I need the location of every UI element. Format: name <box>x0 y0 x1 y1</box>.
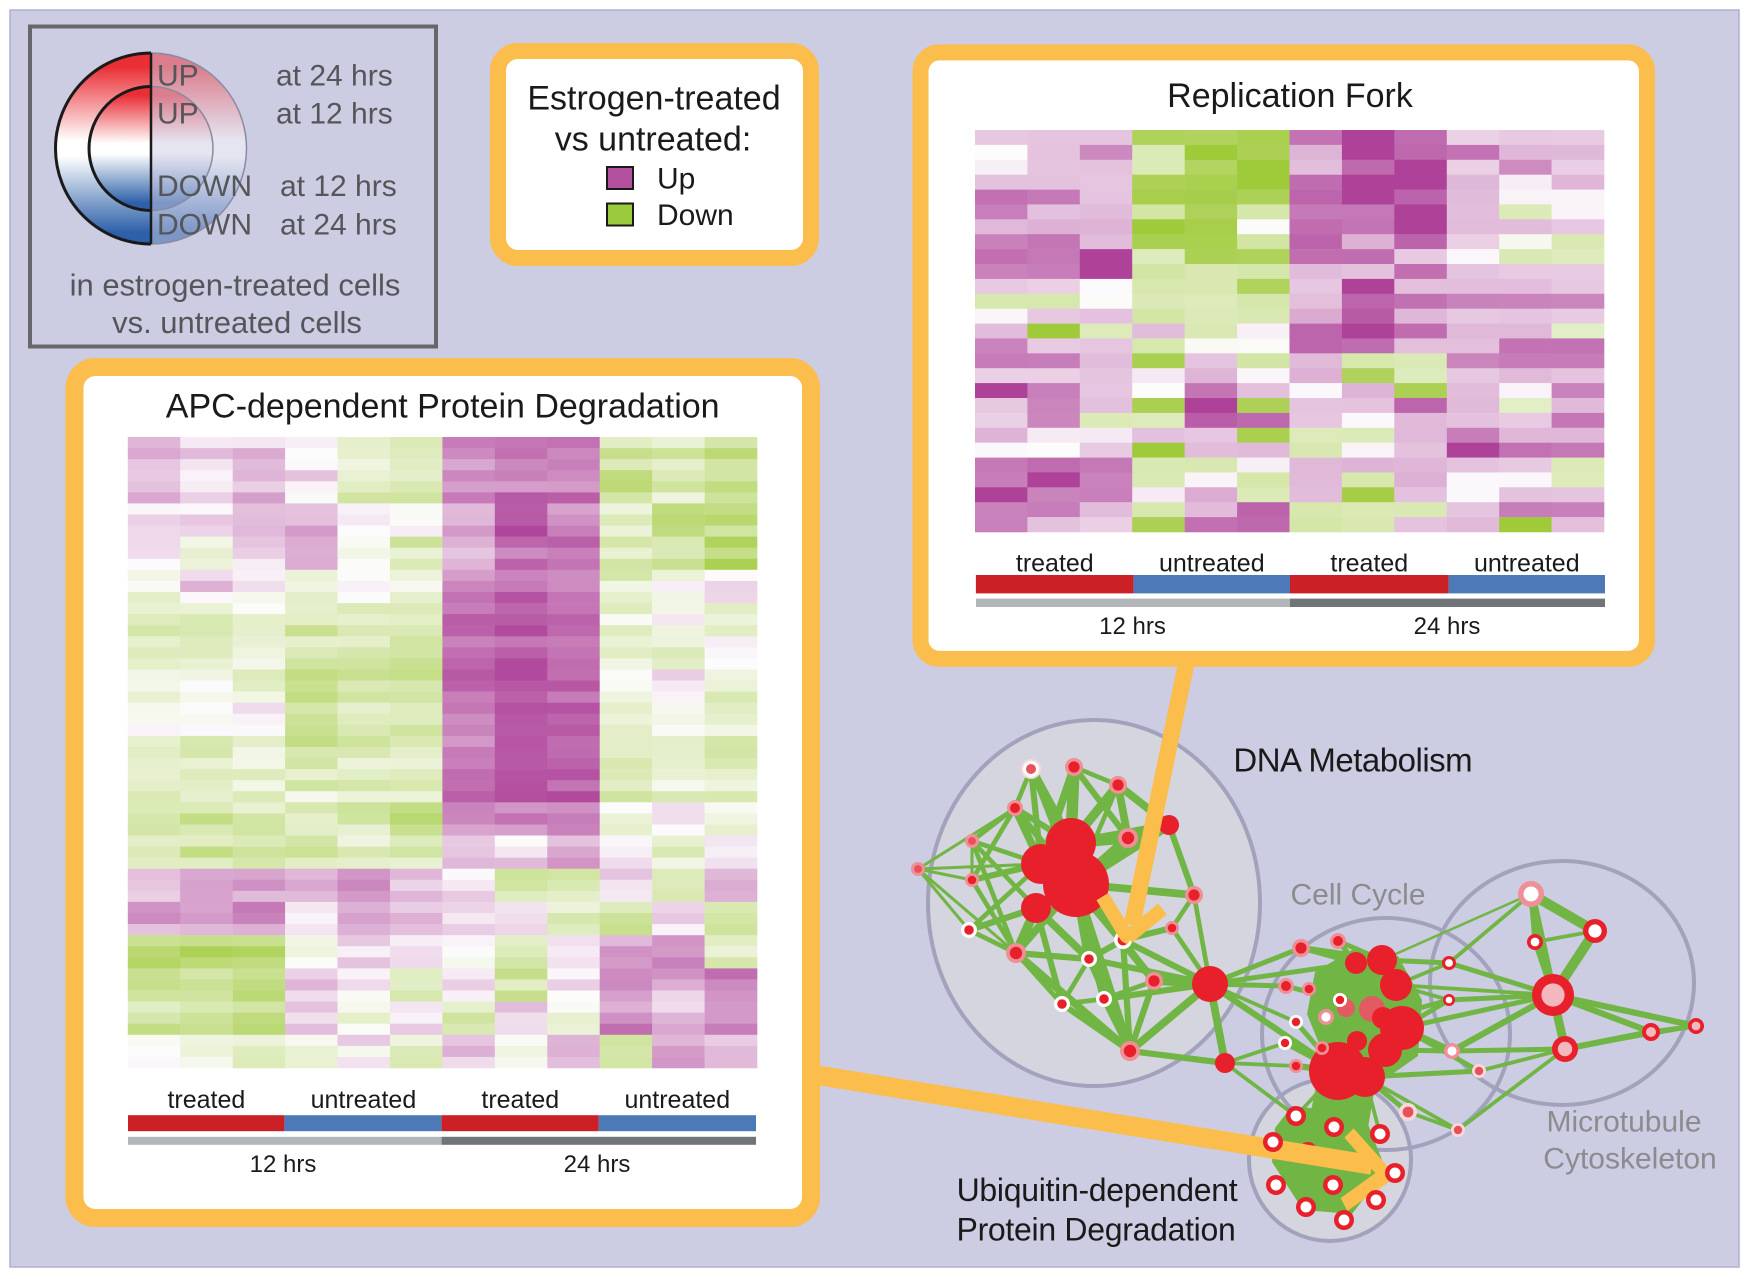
svg-text:Estrogen-treated: Estrogen-treated <box>527 79 780 117</box>
svg-text:Cytoskeleton: Cytoskeleton <box>1543 1143 1716 1176</box>
svg-text:treated: treated <box>1016 549 1094 577</box>
svg-text:vs. untreated cells: vs. untreated cells <box>112 305 362 340</box>
svg-text:untreated: untreated <box>311 1086 417 1114</box>
svg-text:UP: UP <box>157 97 199 130</box>
svg-text:24 hrs: 24 hrs <box>1414 613 1481 640</box>
svg-text:treated: treated <box>1330 549 1408 577</box>
svg-text:Microtubule: Microtubule <box>1546 1106 1701 1139</box>
svg-text:Ubiquitin-dependent: Ubiquitin-dependent <box>957 1172 1238 1208</box>
svg-text:UP: UP <box>157 60 199 93</box>
svg-text:APC-dependent Protein Degradat: APC-dependent Protein Degradation <box>166 388 720 426</box>
svg-text:untreated: untreated <box>1159 549 1265 577</box>
svg-text:Protein Degradation: Protein Degradation <box>957 1211 1236 1247</box>
svg-text:Replication Fork: Replication Fork <box>1167 77 1414 115</box>
svg-text:DNA Metabolism: DNA Metabolism <box>1233 741 1472 778</box>
svg-text:at 24 hrs: at 24 hrs <box>276 60 393 93</box>
svg-text:12 hrs: 12 hrs <box>250 1151 317 1178</box>
svg-text:DOWN: DOWN <box>157 170 252 203</box>
svg-text:treated: treated <box>481 1086 559 1114</box>
svg-text:in estrogen-treated cells: in estrogen-treated cells <box>70 267 401 302</box>
svg-text:12 hrs: 12 hrs <box>1099 613 1166 640</box>
svg-text:at 24 hrs: at 24 hrs <box>280 209 397 242</box>
svg-text:at 12 hrs: at 12 hrs <box>276 97 393 130</box>
svg-text:Down: Down <box>657 199 734 232</box>
svg-text:untreated: untreated <box>1474 549 1580 577</box>
svg-text:Cell Cycle: Cell Cycle <box>1290 879 1425 912</box>
svg-text:DOWN: DOWN <box>157 209 252 242</box>
svg-text:24 hrs: 24 hrs <box>564 1151 631 1178</box>
svg-text:untreated: untreated <box>624 1086 730 1114</box>
svg-text:Up: Up <box>657 162 695 195</box>
svg-text:treated: treated <box>167 1086 245 1114</box>
svg-text:vs untreated:: vs untreated: <box>555 121 752 159</box>
svg-text:at 12 hrs: at 12 hrs <box>280 170 397 203</box>
